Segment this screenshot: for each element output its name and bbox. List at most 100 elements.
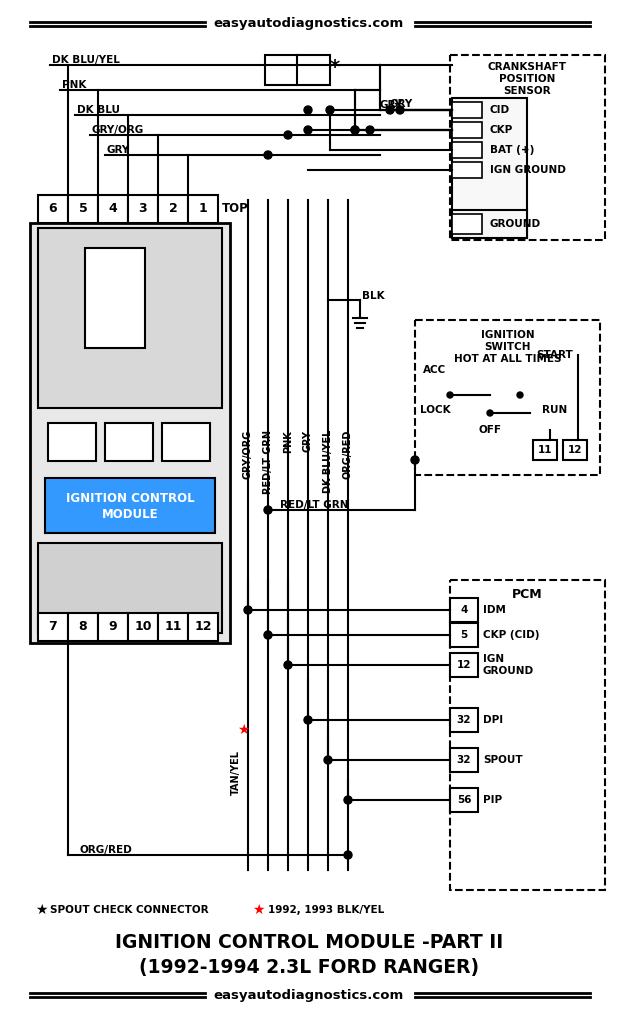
Text: GRY/ORG: GRY/ORG xyxy=(243,430,253,479)
Text: IGNITION CONTROL: IGNITION CONTROL xyxy=(66,491,194,505)
Bar xyxy=(68,613,98,641)
Circle shape xyxy=(386,106,394,114)
Text: 4: 4 xyxy=(460,605,468,615)
Text: TAN/YEL: TAN/YEL xyxy=(231,750,241,795)
Circle shape xyxy=(264,631,272,639)
Text: 8: 8 xyxy=(78,620,87,633)
Bar xyxy=(158,195,188,224)
Circle shape xyxy=(351,126,359,134)
Bar xyxy=(128,613,158,641)
Bar xyxy=(38,613,68,641)
Text: SWITCH: SWITCH xyxy=(485,342,531,352)
Text: RUN: RUN xyxy=(543,405,567,415)
Text: GRY: GRY xyxy=(390,99,413,109)
Bar xyxy=(98,195,128,224)
Circle shape xyxy=(284,131,292,139)
Text: 32: 32 xyxy=(457,755,472,765)
Text: GRY: GRY xyxy=(303,430,313,452)
Circle shape xyxy=(487,410,493,416)
Bar xyxy=(162,423,210,461)
Bar xyxy=(450,788,478,812)
Circle shape xyxy=(324,756,332,764)
Text: 1992, 1993 BLK/YEL: 1992, 1993 BLK/YEL xyxy=(268,905,384,915)
Bar xyxy=(85,248,145,348)
Bar xyxy=(450,55,605,240)
Circle shape xyxy=(264,506,272,514)
Text: 7: 7 xyxy=(49,620,57,633)
Circle shape xyxy=(447,392,453,398)
Text: HOT AT ALL TIMES: HOT AT ALL TIMES xyxy=(454,354,561,364)
Text: GRY: GRY xyxy=(380,100,404,110)
Text: IDM: IDM xyxy=(483,605,506,615)
Circle shape xyxy=(304,106,312,114)
Text: DK BLU/YEL: DK BLU/YEL xyxy=(52,55,120,65)
Text: 6: 6 xyxy=(49,203,57,215)
Text: RED/LT GRN: RED/LT GRN xyxy=(263,430,273,494)
Bar xyxy=(38,195,68,224)
Text: IGNITION: IGNITION xyxy=(481,330,535,340)
Bar xyxy=(452,214,482,234)
Text: BLK: BLK xyxy=(362,291,384,301)
Text: LOCK: LOCK xyxy=(420,405,451,415)
Bar xyxy=(265,55,330,85)
Text: IGN GROUND: IGN GROUND xyxy=(490,165,566,175)
Text: POSITION: POSITION xyxy=(499,74,555,84)
Text: ORG/RED: ORG/RED xyxy=(80,845,133,855)
Text: 4: 4 xyxy=(109,203,117,215)
Circle shape xyxy=(304,716,312,724)
Bar xyxy=(48,423,96,461)
Text: CID: CID xyxy=(490,105,510,115)
Text: *: * xyxy=(330,59,340,77)
Bar xyxy=(452,142,482,158)
Bar xyxy=(450,598,478,622)
Text: SPOUT CHECK CONNECTOR: SPOUT CHECK CONNECTOR xyxy=(50,905,209,915)
Text: RED/LT GRN: RED/LT GRN xyxy=(280,500,349,510)
Bar xyxy=(563,440,587,460)
Text: 11: 11 xyxy=(164,620,182,633)
Text: DK BLU: DK BLU xyxy=(77,105,120,115)
Text: ★: ★ xyxy=(237,723,249,737)
Text: PIP: PIP xyxy=(483,795,502,805)
Circle shape xyxy=(517,392,523,398)
Circle shape xyxy=(284,661,292,670)
Bar xyxy=(533,440,557,460)
Text: TOP: TOP xyxy=(222,203,249,215)
Text: IGNITION CONTROL MODULE -PART II: IGNITION CONTROL MODULE -PART II xyxy=(115,932,503,952)
Text: OFF: OFF xyxy=(478,425,501,435)
Text: PCM: PCM xyxy=(512,588,543,600)
Bar xyxy=(98,613,128,641)
Bar xyxy=(450,748,478,772)
Text: PNK: PNK xyxy=(283,430,293,453)
Text: 12: 12 xyxy=(457,660,472,670)
Bar xyxy=(452,162,482,178)
Text: ACC: ACC xyxy=(423,365,447,375)
Bar xyxy=(450,580,605,890)
Bar xyxy=(30,224,230,643)
Text: 1: 1 xyxy=(198,203,208,215)
Bar xyxy=(452,122,482,138)
Text: 5: 5 xyxy=(78,203,87,215)
Circle shape xyxy=(344,851,352,859)
Text: 11: 11 xyxy=(538,445,552,455)
Bar xyxy=(38,228,222,408)
Text: 12: 12 xyxy=(194,620,212,633)
Text: CKP (CID): CKP (CID) xyxy=(483,630,540,640)
Text: DK BLU/YEL: DK BLU/YEL xyxy=(323,430,333,493)
Circle shape xyxy=(396,106,404,114)
Text: IGN
GROUND: IGN GROUND xyxy=(483,654,534,676)
Text: GROUND: GROUND xyxy=(490,219,541,229)
Text: (1992-1994 2.3L FORD RANGER): (1992-1994 2.3L FORD RANGER) xyxy=(139,959,479,977)
Text: GRY/ORG: GRY/ORG xyxy=(92,125,144,135)
Text: CRANKSHAFT: CRANKSHAFT xyxy=(488,62,567,72)
Text: GRY: GRY xyxy=(107,145,130,154)
Text: ★: ★ xyxy=(252,903,265,917)
Text: 9: 9 xyxy=(109,620,117,633)
Bar xyxy=(105,423,153,461)
Bar xyxy=(188,613,218,641)
Text: 56: 56 xyxy=(457,795,472,805)
Text: PNK: PNK xyxy=(62,80,87,90)
Text: 2: 2 xyxy=(169,203,177,215)
Bar xyxy=(450,623,478,647)
Circle shape xyxy=(366,126,374,134)
Circle shape xyxy=(351,126,359,134)
